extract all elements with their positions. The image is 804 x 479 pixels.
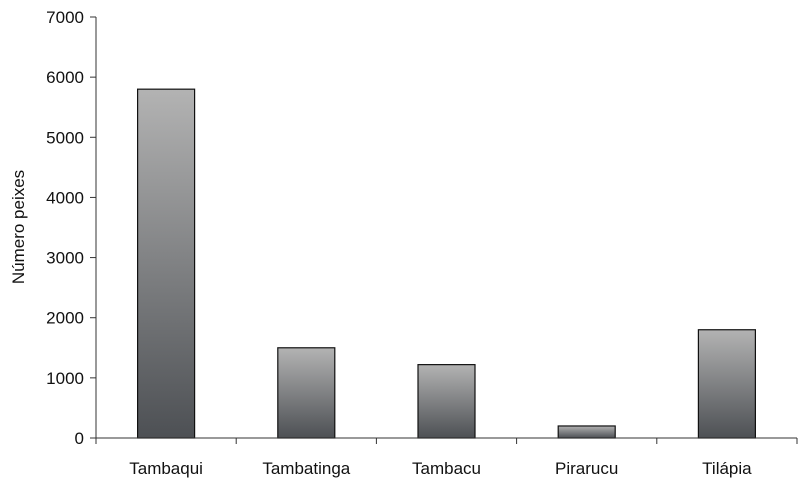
y-tick-label: 2000 bbox=[46, 309, 84, 328]
y-tick-label: 5000 bbox=[46, 128, 84, 147]
y-axis: 0 1000 2000 3000 4000 5000 6000 7000 bbox=[46, 8, 97, 448]
y-tick-label: 3000 bbox=[46, 249, 84, 268]
bar-tambacu bbox=[417, 364, 476, 439]
bar-tambatinga bbox=[277, 347, 336, 439]
x-tick-label: Tambacu bbox=[412, 459, 481, 478]
bar-tambaqui bbox=[137, 88, 196, 439]
y-tick-label: 7000 bbox=[46, 8, 84, 27]
y-axis-title: Número peixes bbox=[9, 170, 28, 284]
x-tick-label: Tilápia bbox=[702, 459, 752, 478]
y-tick-label: 6000 bbox=[46, 68, 84, 87]
bar-tilápia bbox=[697, 329, 757, 439]
bars bbox=[137, 88, 757, 439]
x-tick-label: Tambaqui bbox=[129, 459, 203, 478]
x-tick-label: Tambatinga bbox=[262, 459, 350, 478]
y-tick-label: 0 bbox=[75, 429, 84, 448]
y-tick-label: 1000 bbox=[46, 369, 84, 388]
bar-pirarucu bbox=[557, 425, 616, 439]
y-tick-label: 4000 bbox=[46, 188, 84, 207]
x-tick-label: Pirarucu bbox=[555, 459, 618, 478]
x-axis: Tambaqui Tambatinga Tambacu Pirarucu Tilápia bbox=[95, 437, 798, 478]
